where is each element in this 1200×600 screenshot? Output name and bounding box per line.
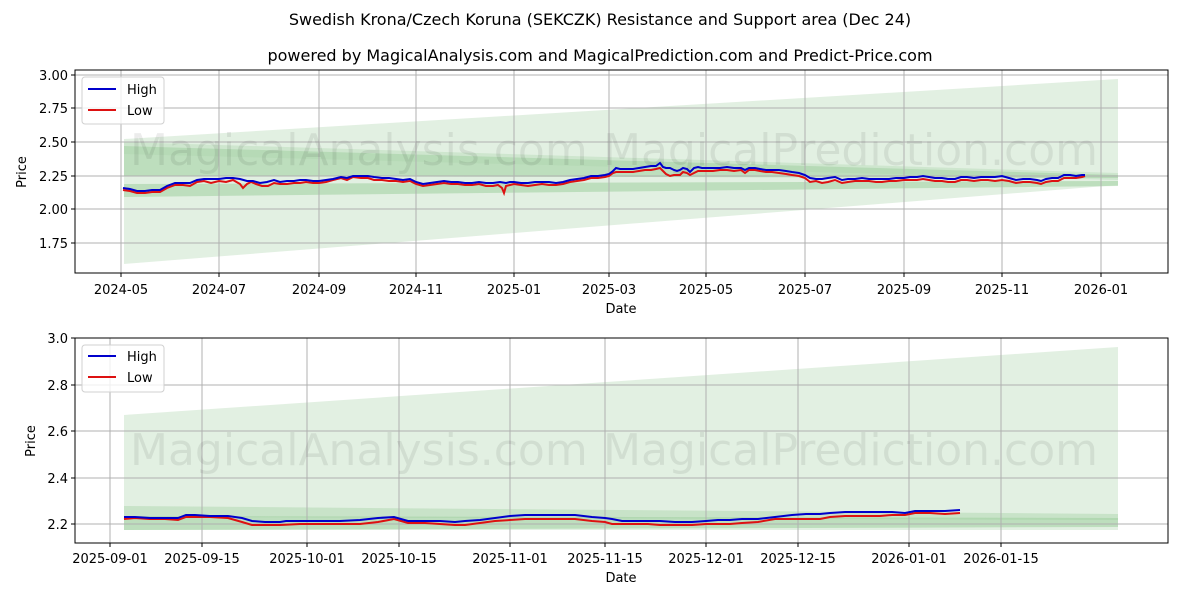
bottom-xtick-label: 2026-01-15: [963, 552, 1039, 567]
high-line: [124, 509, 961, 524]
top-ytick-label: 3.00: [39, 69, 68, 84]
top-xtick-label: 2026-01: [1074, 283, 1128, 298]
top-legend: High Low: [81, 76, 165, 125]
bottom-chart: MagicalAnalysis.com MagicalPrediction.co…: [24, 332, 1169, 586]
watermark-magicalanalysis: MagicalAnalysis.com: [130, 425, 588, 476]
bottom-xtick-label: 2025-12-15: [760, 552, 836, 567]
watermark-magicalprediction: MagicalPrediction.com: [603, 125, 1098, 176]
low-line: [123, 512, 961, 526]
low-line: [122, 166, 1086, 197]
bottom-y-ticks: [71, 337, 75, 525]
top-xtick-label: 2025-03: [582, 283, 636, 298]
top-grid: [75, 70, 1168, 273]
watermark-magicalanalysis: MagicalAnalysis.com: [130, 125, 588, 176]
top-xtick-label: 2024-11: [389, 283, 443, 298]
legend-low-label: Low: [127, 104, 153, 119]
bottom-x-axis-label: Date: [605, 571, 636, 586]
bottom-ytick-label: 3.0: [47, 332, 68, 347]
bottom-xtick-label: 2025-09-01: [72, 552, 148, 567]
chart-title: Swedish Krona/Czech Koruna (SEKCZK) Resi…: [288, 10, 912, 29]
outer-range-band: [124, 347, 1118, 530]
top-y-ticks: [71, 74, 75, 244]
bottom-xtick-label: 2025-10-01: [269, 552, 345, 567]
top-xtick-label: 2024-09: [292, 283, 346, 298]
top-x-axis-label: Date: [605, 302, 636, 317]
top-ytick-label: 2.00: [39, 203, 68, 218]
bottom-xtick-label: 2025-09-15: [164, 552, 240, 567]
chart-subtitle: powered by MagicalAnalysis.com and Magic…: [267, 46, 933, 65]
top-chart: MagicalAnalysis.com MagicalPrediction.co…: [15, 69, 1169, 317]
top-y-axis-label: Price: [15, 156, 30, 188]
support-band: [124, 181, 1118, 197]
bottom-xtick-label: 2025-11-15: [567, 552, 643, 567]
top-xtick-label: 2025-07: [778, 283, 832, 298]
bottom-xtick-label: 2025-12-01: [668, 552, 744, 567]
bottom-ytick-label: 2.8: [47, 379, 68, 394]
bottom-ytick-label: 2.4: [47, 472, 68, 487]
resistance-band: [124, 146, 1118, 178]
bottom-legend: High Low: [81, 344, 165, 393]
watermark-magicalprediction: MagicalPrediction.com: [603, 425, 1098, 476]
bottom-xtick-label: 2025-10-15: [361, 552, 437, 567]
bottom-xtick-label: 2025-11-01: [472, 552, 548, 567]
top-xtick-label: 2025-05: [679, 283, 733, 298]
top-ytick-label: 2.50: [39, 136, 68, 151]
bottom-ytick-label: 2.6: [47, 425, 68, 440]
top-xtick-label: 2025-09: [877, 283, 931, 298]
top-xtick-label: 2024-07: [192, 283, 246, 298]
top-plot-frame: [74, 69, 1169, 274]
bottom-plot-frame: [74, 337, 1169, 544]
resistance-band-upper: [124, 142, 1118, 180]
top-ytick-label: 2.25: [39, 170, 68, 185]
top-ytick-label: 1.75: [39, 237, 68, 252]
high-line: [122, 161, 1085, 192]
bottom-xtick-label: 2026-01-01: [871, 552, 947, 567]
top-xtick-label: 2025-11: [975, 283, 1029, 298]
bottom-x-ticks: [109, 543, 1002, 547]
legend-high-label: High: [127, 350, 157, 365]
top-ytick-label: 2.75: [39, 102, 68, 117]
top-xtick-label: 2025-01: [487, 283, 541, 298]
legend-high-label: High: [127, 83, 157, 98]
legend-low-label: Low: [127, 371, 153, 386]
bottom-ytick-label: 2.2: [47, 518, 68, 533]
top-xtick-label: 2024-05: [94, 283, 148, 298]
bottom-y-axis-label: Price: [24, 425, 39, 457]
top-x-ticks: [120, 273, 1102, 277]
